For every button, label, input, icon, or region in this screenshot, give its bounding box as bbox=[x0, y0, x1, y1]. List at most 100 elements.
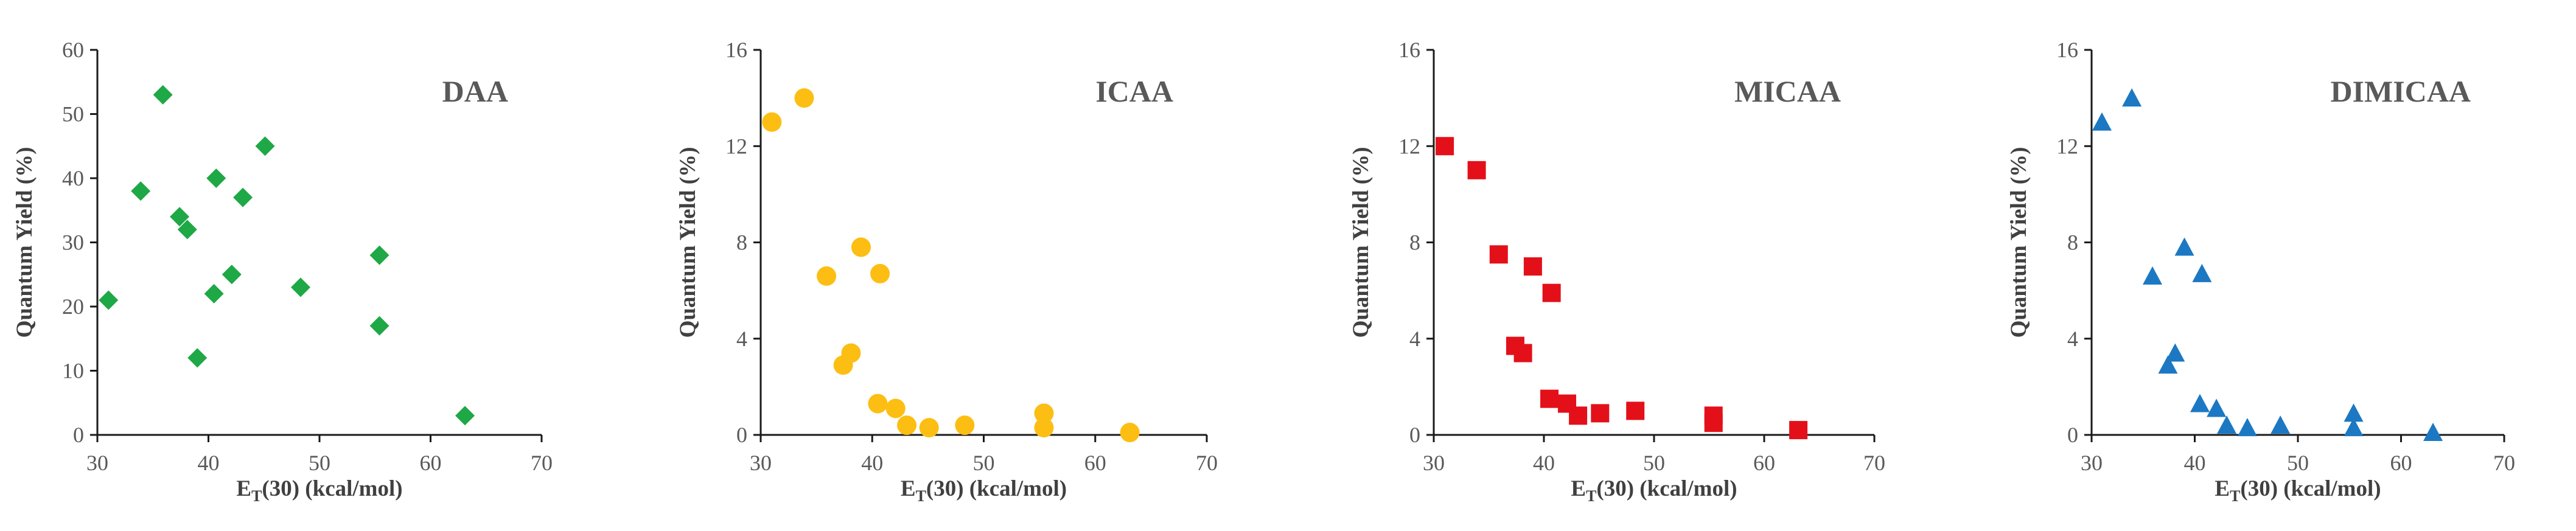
data-point-diamond bbox=[131, 181, 151, 201]
x-tick-label: 40 bbox=[198, 451, 220, 475]
data-point-diamond bbox=[233, 187, 253, 207]
data-point-triangle bbox=[2207, 398, 2227, 417]
data-point-triangle bbox=[2143, 266, 2163, 285]
y-tick-label: 8 bbox=[736, 231, 747, 255]
data-point-circle bbox=[1034, 403, 1054, 423]
data-point-square bbox=[1467, 161, 1486, 179]
data-point-square bbox=[1513, 344, 1532, 363]
data-point-square bbox=[1436, 137, 1454, 156]
data-point-triangle bbox=[2237, 418, 2257, 437]
data-point-square bbox=[1569, 406, 1588, 425]
y-tick-label: 8 bbox=[1409, 231, 1420, 255]
data-point-square bbox=[1489, 245, 1508, 264]
data-point-circle bbox=[794, 88, 814, 108]
x-tick-label: 60 bbox=[1084, 451, 1106, 475]
data-point-circle bbox=[1120, 423, 1140, 443]
data-point-circle bbox=[955, 415, 975, 436]
data-point-circle bbox=[868, 394, 888, 414]
data-point-circle bbox=[841, 343, 861, 363]
y-tick-label: 12 bbox=[725, 134, 747, 158]
panel-title: DAA bbox=[442, 74, 508, 108]
x-tick-label: 70 bbox=[2493, 451, 2515, 475]
y-tick-label: 30 bbox=[62, 231, 84, 255]
data-point-diamond bbox=[369, 316, 389, 336]
chart-panel-daa: 0 10 20 30 40 50 60 30 40 50 60 70 ET(30) (kcal/mol)… bbox=[12, 38, 553, 505]
x-tick-label: 40 bbox=[2184, 451, 2206, 475]
data-point-diamond bbox=[153, 85, 173, 105]
y-tick-label: 8 bbox=[2067, 231, 2078, 255]
y-tick-label: 16 bbox=[2056, 38, 2078, 62]
x-tick-label: 50 bbox=[1643, 451, 1665, 475]
data-point-circle bbox=[870, 263, 890, 283]
panel-title: MICAA bbox=[1734, 74, 1841, 108]
x-tick-label: 50 bbox=[973, 451, 995, 475]
data-point-diamond bbox=[290, 277, 310, 297]
y-axis-title: Quantum Yield (%) bbox=[12, 147, 37, 338]
y-tick-label: 16 bbox=[725, 38, 747, 62]
x-tick-label: 60 bbox=[2390, 451, 2412, 475]
y-tick-label: 12 bbox=[1398, 134, 1420, 158]
y-tick-label: 0 bbox=[1409, 423, 1420, 447]
data-point-diamond bbox=[222, 265, 242, 285]
y-tick-label: 0 bbox=[736, 423, 747, 447]
data-point-diamond bbox=[455, 406, 475, 426]
chart-panel-micaa: 0 4 8 12 16 30 40 50 60 70 ET(30) (kcal/mol) Quantu… bbox=[1349, 38, 1885, 505]
y-tick-label: 16 bbox=[1398, 38, 1420, 62]
data-point-diamond bbox=[170, 207, 190, 227]
data-point-square bbox=[1540, 389, 1559, 408]
y-tick-label: 0 bbox=[73, 423, 84, 447]
data-point-diamond bbox=[206, 168, 226, 188]
data-point-square bbox=[1591, 404, 1610, 423]
x-tick-label: 40 bbox=[1533, 451, 1555, 475]
x-tick-label: 60 bbox=[1753, 451, 1775, 475]
data-point-circle bbox=[897, 415, 917, 436]
data-point-triangle bbox=[2344, 418, 2364, 437]
x-tick-label: 30 bbox=[750, 451, 772, 475]
data-point-triangle bbox=[2158, 355, 2178, 374]
data-point-square bbox=[1789, 421, 1808, 440]
data-point-circle bbox=[762, 112, 782, 132]
y-tick-label: 60 bbox=[62, 38, 84, 62]
data-point-triangle bbox=[2192, 263, 2212, 282]
data-point-square bbox=[1704, 414, 1723, 432]
y-tick-label: 10 bbox=[62, 359, 84, 383]
y-tick-label: 4 bbox=[2067, 327, 2078, 351]
chart-panel-icaa: 0 4 8 12 16 30 40 50 60 70 ET(30) (kcal/mol) Quantu… bbox=[675, 38, 1218, 505]
x-tick-label: 50 bbox=[309, 451, 330, 475]
x-tick-label: 50 bbox=[2287, 451, 2309, 475]
data-point-triangle bbox=[2423, 423, 2443, 442]
x-tick-label: 70 bbox=[531, 451, 553, 475]
data-point-diamond bbox=[255, 136, 275, 156]
x-tick-label: 30 bbox=[1423, 451, 1445, 475]
x-axis-title: ET(30) (kcal/mol) bbox=[1571, 476, 1737, 505]
x-tick-label: 70 bbox=[1863, 451, 1885, 475]
data-point-triangle bbox=[2122, 88, 2142, 107]
data-point-triangle bbox=[2092, 112, 2112, 131]
data-point-triangle bbox=[2165, 343, 2185, 362]
data-point-diamond bbox=[204, 283, 224, 304]
x-tick-label: 60 bbox=[420, 451, 442, 475]
data-point-triangle bbox=[2344, 403, 2364, 422]
data-point-triangle bbox=[2190, 394, 2210, 412]
x-tick-label: 40 bbox=[861, 451, 883, 475]
y-axis-title: Quantum Yield (%) bbox=[2006, 147, 2031, 338]
data-point-circle bbox=[817, 266, 837, 286]
data-point-circle bbox=[885, 398, 906, 418]
data-point-circle bbox=[919, 418, 939, 438]
y-tick-label: 12 bbox=[2056, 134, 2078, 158]
panel-title: ICAA bbox=[1095, 74, 1173, 108]
y-tick-label: 4 bbox=[736, 327, 747, 351]
chart-panel-dimicaa: 0 4 8 12 16 30 40 50 60 70 ET(30) (kcal/mol) Quantu… bbox=[2006, 38, 2515, 505]
y-axis-title: Quantum Yield (%) bbox=[675, 147, 700, 338]
x-axis-title: ET(30) (kcal/mol) bbox=[2215, 476, 2381, 505]
data-point-diamond bbox=[187, 348, 208, 368]
y-tick-label: 50 bbox=[62, 102, 84, 127]
y-tick-label: 0 bbox=[2067, 423, 2078, 447]
data-point-diamond bbox=[177, 220, 197, 240]
data-point-triangle bbox=[2174, 237, 2194, 256]
panel-title: DIMICAA bbox=[2330, 74, 2471, 108]
x-tick-label: 30 bbox=[2081, 451, 2103, 475]
y-tick-label: 40 bbox=[62, 166, 84, 190]
data-point-circle bbox=[851, 237, 871, 257]
